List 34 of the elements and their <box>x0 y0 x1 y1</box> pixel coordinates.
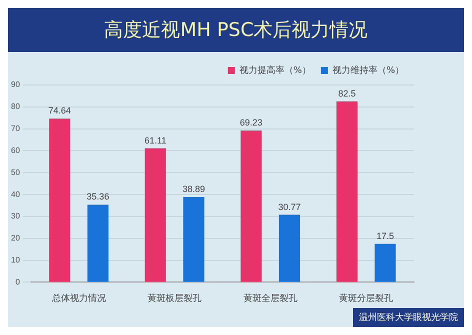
y-tick-label: 30 <box>10 212 20 221</box>
bar <box>374 244 396 282</box>
data-label: 69.23 <box>240 117 262 128</box>
bar <box>336 101 358 282</box>
bar <box>87 204 108 282</box>
y-tick-label: 80 <box>10 102 20 112</box>
y-tick-label: 60 <box>10 146 20 155</box>
text: 温州医科大学眼视光学院 <box>353 308 464 327</box>
y-tick-label: 70 <box>10 124 20 134</box>
bar <box>240 130 262 282</box>
bar <box>144 148 166 282</box>
x-tick-label: 黄斑全层裂孔 <box>243 292 298 304</box>
data-label: 30.77 <box>278 202 301 212</box>
y-tick-label: 40 <box>10 190 20 199</box>
data-label: 74.64 <box>48 106 71 116</box>
y-tick-label: 90 <box>10 80 20 90</box>
data-label: 38.89 <box>182 184 205 194</box>
x-tick-label: 黄斑板层裂孔 <box>148 292 202 304</box>
y-tick-label: 10 <box>10 255 20 264</box>
data-label: 82.5 <box>338 88 356 98</box>
legend-label: 视力提高率（%） <box>239 64 311 76</box>
bar <box>278 214 300 282</box>
bar <box>183 196 204 282</box>
x-tick-label: 黄斑分层裂孔 <box>339 292 394 304</box>
y-tick-label: 20 <box>10 234 20 243</box>
bar <box>49 118 70 282</box>
data-label: 35.36 <box>86 192 110 202</box>
y-tick-label: 50 <box>10 168 20 177</box>
y-tick-label: 0 <box>15 277 20 286</box>
chart-title: 高度近视MH PSC术后视力情况 <box>104 18 368 43</box>
legend-label: 视力维持率（%） <box>332 64 404 76</box>
data-label: 61.11 <box>144 135 166 146</box>
data-label: 17.5 <box>376 230 394 241</box>
x-tick-label: 总体视力情况 <box>50 292 106 304</box>
